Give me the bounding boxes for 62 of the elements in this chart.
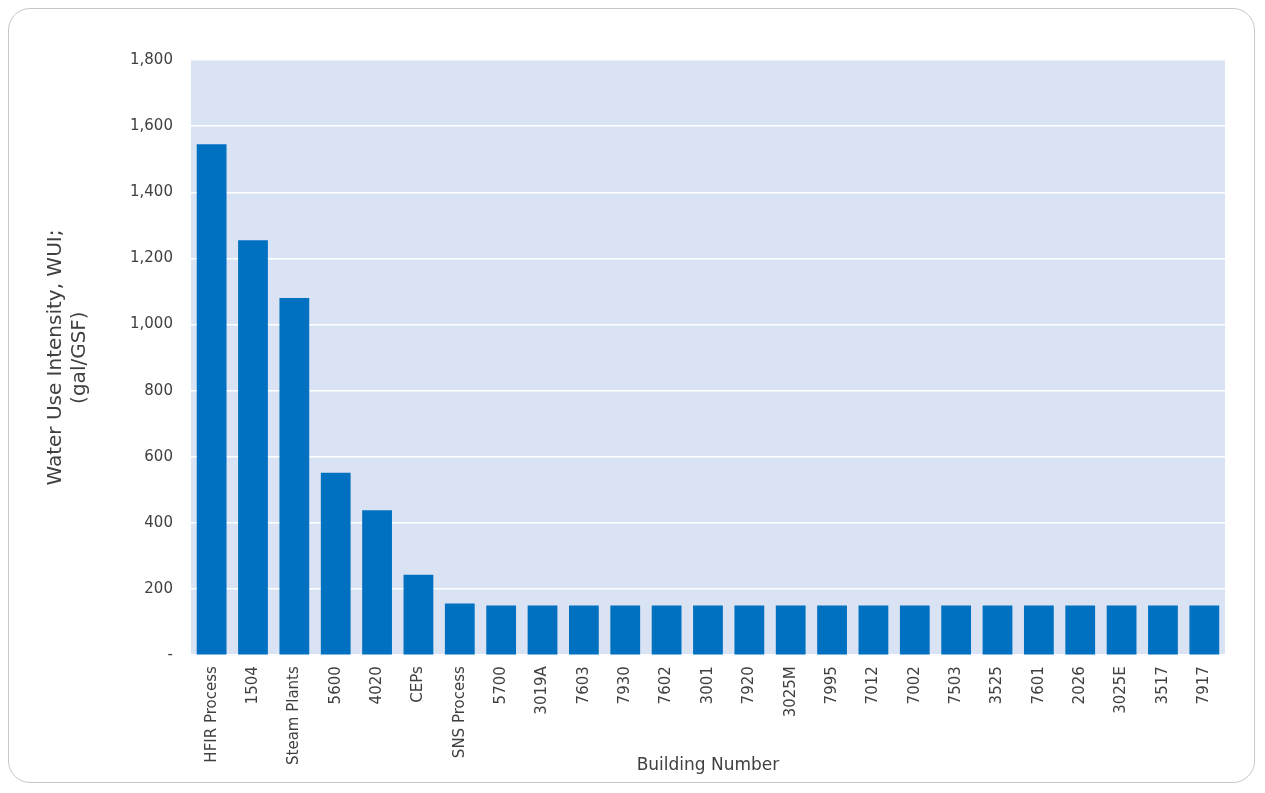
bar (1189, 605, 1220, 655)
x-tick-label: Steam Plants (284, 666, 303, 765)
x-tick-label: 1504 (242, 666, 261, 705)
y-tick-label: 1,400 (129, 182, 173, 201)
y-tick-label: - (167, 645, 173, 664)
bar (775, 605, 806, 655)
bar (651, 605, 682, 655)
x-tick-label: 5600 (325, 666, 344, 705)
x-tick-label: 3019A (532, 665, 551, 715)
bar (1023, 605, 1054, 655)
bar (1065, 605, 1096, 655)
bar (1148, 605, 1178, 655)
x-tick-label: HFIR Process (201, 666, 220, 763)
bar (610, 605, 641, 655)
bar (982, 605, 1013, 655)
bar (362, 510, 392, 655)
x-tick-label: 7503 (946, 666, 965, 705)
y-tick-label: 400 (144, 512, 173, 531)
bar (320, 472, 351, 655)
bar (486, 605, 517, 655)
y-tick-label: 600 (144, 446, 173, 465)
y-tick-label: 1,800 (129, 49, 173, 68)
y-tick-label: 800 (144, 380, 173, 399)
x-tick-label: 3025M (780, 666, 799, 718)
bar (527, 605, 558, 655)
x-tick-label: 7920 (739, 666, 758, 705)
bar (279, 298, 310, 655)
bar (196, 144, 227, 655)
x-tick-label: 7602 (656, 666, 675, 705)
bar (403, 574, 434, 655)
x-tick-label: 7012 (863, 666, 882, 705)
x-tick-label: SNS Process (449, 666, 468, 759)
y-tick-label: 200 (144, 578, 173, 597)
bar (444, 603, 475, 655)
bar (941, 605, 972, 655)
bar (1106, 605, 1137, 655)
bar (568, 605, 599, 655)
bar (817, 605, 847, 655)
x-tick-label: 7930 (615, 666, 634, 705)
bar (899, 605, 930, 655)
x-tick-label: 4020 (366, 666, 385, 705)
x-tick-label: 3525 (987, 666, 1006, 705)
bar (858, 605, 889, 655)
x-tick-label: 7995 (821, 666, 840, 705)
bar (693, 605, 723, 655)
bar (734, 605, 765, 655)
y-tick-label: 1,600 (129, 116, 173, 135)
x-tick-label: 3025E (1111, 666, 1130, 714)
x-axis-title: Building Number (636, 753, 780, 774)
x-tick-label: 3517 (1152, 666, 1171, 705)
y-tick-label: 1,000 (129, 314, 173, 333)
x-tick-label: CEPs (408, 666, 427, 703)
y-axis-title: Water Use Intensity, WUI; (gal/GSF) (42, 229, 91, 486)
x-tick-label: 7601 (1028, 666, 1047, 705)
y-tick-label: 1,200 (129, 248, 173, 267)
x-tick-label: 7917 (1194, 666, 1213, 705)
x-tick-label: 7002 (904, 666, 923, 705)
x-tick-label: 5700 (491, 666, 510, 705)
bar (238, 240, 268, 655)
x-tick-label: 7603 (573, 666, 592, 705)
x-tick-label: 3001 (697, 666, 716, 705)
x-tick-label: 2026 (1070, 666, 1089, 705)
